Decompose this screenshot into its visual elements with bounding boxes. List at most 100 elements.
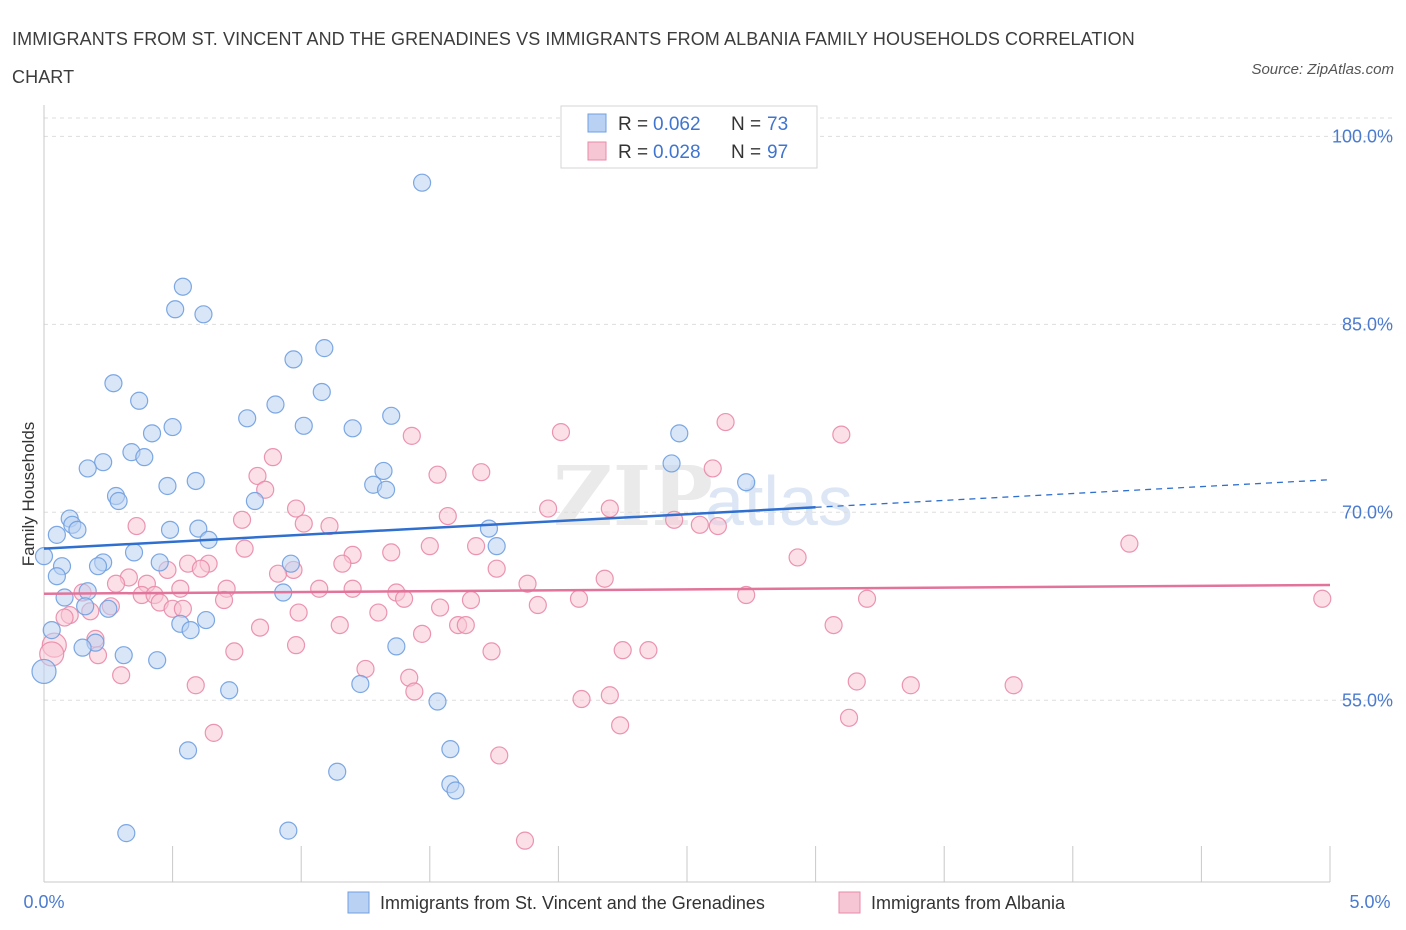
point-albania-87: [572, 689, 591, 709]
y-axis-title: Family Households: [19, 422, 38, 567]
point-st-vincent-33: [68, 520, 87, 539]
point-st-vincent-43: [150, 553, 169, 572]
point-albania-75: [225, 642, 244, 661]
point-st-vincent-24: [737, 473, 756, 492]
point-st-vincent-8: [130, 391, 149, 410]
correlation-legend: R = 0.062 N = 73 R = 0.028 N = 97: [560, 105, 818, 169]
series-legend: Immigrants from St. Vincent and the Gren…: [347, 891, 1066, 914]
point-st-vincent-18: [135, 448, 154, 467]
point-st-vincent-47: [47, 567, 66, 586]
point-st-vincent-41: [124, 543, 144, 562]
trend-lines: [43, 479, 1331, 596]
x-tick-label-5: 5.0%: [1349, 892, 1390, 912]
point-albania-43: [171, 579, 190, 598]
legend-swatch-pink: [587, 141, 607, 161]
point-st-vincent-11: [238, 409, 257, 428]
point-albania-24: [235, 539, 254, 558]
x-tick-label-0: 0.0%: [23, 892, 64, 912]
point-albania-69: [412, 624, 432, 643]
trendline-albania: [43, 583, 1331, 596]
point-albania-92: [490, 746, 509, 765]
point-st-vincent-20: [662, 454, 681, 473]
point-st-vincent-70: [446, 781, 465, 800]
point-albania-58: [528, 595, 547, 615]
point-albania-83: [186, 676, 205, 695]
point-albania-28: [333, 554, 352, 573]
point-albania-4: [402, 426, 421, 445]
legend-n-value-blue: 73: [767, 114, 788, 135]
y-tick-label-100: 100.0%: [1332, 126, 1393, 146]
point-albania-76: [482, 642, 501, 661]
point-albania-0: [551, 422, 571, 442]
point-st-vincent-55: [181, 621, 200, 640]
point-albania-50: [461, 590, 481, 610]
point-albania-23: [466, 537, 486, 556]
point-st-vincent-21: [78, 459, 97, 478]
point-st-vincent-15: [142, 424, 162, 443]
point-albania-27: [788, 548, 807, 567]
point-st-vincent-50: [55, 588, 74, 607]
point-albania-49: [394, 589, 414, 608]
point-albania-8: [248, 466, 267, 486]
series-albania: [39, 412, 1332, 850]
point-st-vincent-7: [312, 382, 331, 402]
point-st-vincent-63: [351, 674, 370, 694]
point-albania-89: [839, 708, 859, 727]
y-tick-labels: 100.0% 85.0% 70.0% 55.0%: [1332, 126, 1393, 710]
point-albania-35: [268, 564, 288, 583]
point-albania-79: [356, 659, 375, 679]
legend-swatch-blue: [587, 113, 607, 133]
point-albania-17: [690, 515, 709, 534]
point-albania-77: [613, 641, 632, 660]
point-albania-9: [256, 480, 275, 499]
point-st-vincent-2: [166, 300, 185, 319]
point-st-vincent-25: [158, 476, 177, 496]
point-albania-85: [1004, 676, 1023, 695]
legend-r-label-pink: R =: [618, 142, 648, 163]
point-albania-18: [708, 516, 727, 536]
legend-n-value-pink: 97: [767, 142, 788, 163]
point-st-vincent-61: [148, 651, 167, 670]
point-st-vincent-68: [328, 762, 347, 781]
point-albania-67: [456, 615, 475, 635]
point-st-vincent-66: [178, 741, 198, 760]
point-st-vincent-23: [186, 471, 205, 491]
point-st-vincent-5: [284, 350, 303, 369]
point-st-vincent-35: [160, 520, 180, 539]
point-albania-64: [250, 618, 270, 637]
point-albania-94: [1313, 589, 1332, 608]
bottom-legend-label-albania: Immigrants from Albania: [871, 893, 1066, 913]
point-st-vincent-22: [374, 461, 393, 481]
point-albania-12: [600, 499, 619, 518]
point-st-vincent-46: [88, 557, 108, 576]
y-tick-label-85: 85.0%: [1342, 314, 1393, 334]
point-albania-51: [569, 589, 589, 608]
point-st-vincent-30: [245, 491, 265, 511]
point-st-vincent-51: [76, 597, 95, 616]
point-albania-63: [55, 608, 74, 627]
point-st-vincent-53: [196, 610, 216, 630]
point-st-vincent-29: [109, 491, 128, 511]
point-albania-80: [112, 666, 131, 685]
point-st-vincent-37: [479, 519, 499, 538]
point-st-vincent-10: [382, 406, 401, 425]
point-albania-42: [310, 579, 329, 598]
point-albania-37: [595, 569, 614, 588]
point-albania-52: [214, 590, 234, 610]
point-st-vincent-14: [343, 419, 362, 438]
point-st-vincent-13: [294, 416, 313, 435]
point-st-vincent-39: [487, 537, 506, 556]
legend-n-label-pink: N =: [731, 142, 761, 163]
point-st-vincent-67: [441, 740, 460, 759]
point-albania-90: [204, 723, 223, 742]
point-st-vincent-65: [428, 692, 447, 711]
point-st-vincent-27: [376, 480, 396, 499]
bottom-legend-swatch-pink: [838, 891, 861, 914]
point-albania-22: [420, 537, 439, 556]
point-albania-60: [289, 603, 308, 622]
point-albania-59: [173, 599, 192, 618]
watermark: ZIP atlas: [553, 449, 853, 545]
point-st-vincent-16: [670, 424, 689, 443]
point-albania-93: [515, 831, 535, 850]
